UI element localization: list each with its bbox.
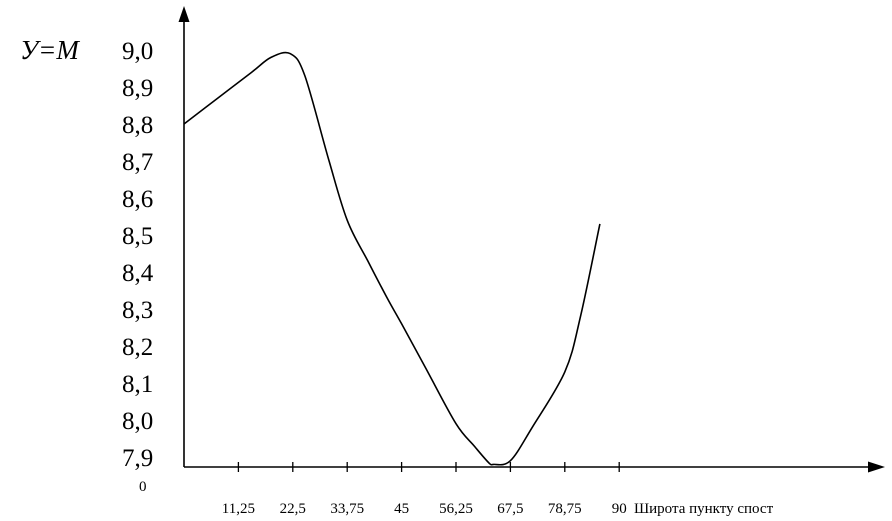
y-tick-label: 8,0 [122,408,153,435]
y-tick-label: 8,3 [122,297,153,324]
origin-label: 0 [139,479,147,495]
x-tick-label: 33,75 [330,501,364,517]
x-tick-label: 45 [394,501,409,517]
y-tick-label: 8,1 [122,371,153,398]
x-tick-label: 22,5 [280,501,306,517]
x-tick-labels: 11,25 22,5 33,75 45 56,25 67,5 78,75 90 [222,501,627,517]
y-axis-label: У=М [20,35,80,65]
y-axis-arrow-icon [178,6,190,22]
y-tick-label: 8,7 [122,149,153,176]
x-tick-label: 11,25 [222,501,255,517]
x-tick-label: 90 [612,501,627,517]
axes [178,6,885,473]
series-line [183,51,601,466]
y-tick-label: 8,6 [122,186,153,213]
x-axis-label: Широта пункту спост [634,501,774,517]
y-tick-label: 8,4 [122,260,154,287]
x-tick-marks [237,462,620,472]
x-tick-label: 78,75 [548,501,582,517]
y-tick-labels: 7,9 8,0 8,1 8,2 8,3 8,4 8,5 8,6 8,7 8,8 8,9 9,0 [122,38,154,472]
y-tick-label: 8,5 [122,223,153,250]
y-tick-label: 7,9 [122,445,153,472]
y-tick-label: 9,0 [122,38,153,65]
x-tick-label: 67,5 [497,501,523,517]
y-tick-label: 8,9 [122,75,153,102]
x-tick-label: 56,25 [439,501,473,517]
y-tick-label: 8,8 [122,112,153,139]
x-axis-arrow-icon [868,461,885,473]
y-tick-label: 8,2 [122,334,153,361]
